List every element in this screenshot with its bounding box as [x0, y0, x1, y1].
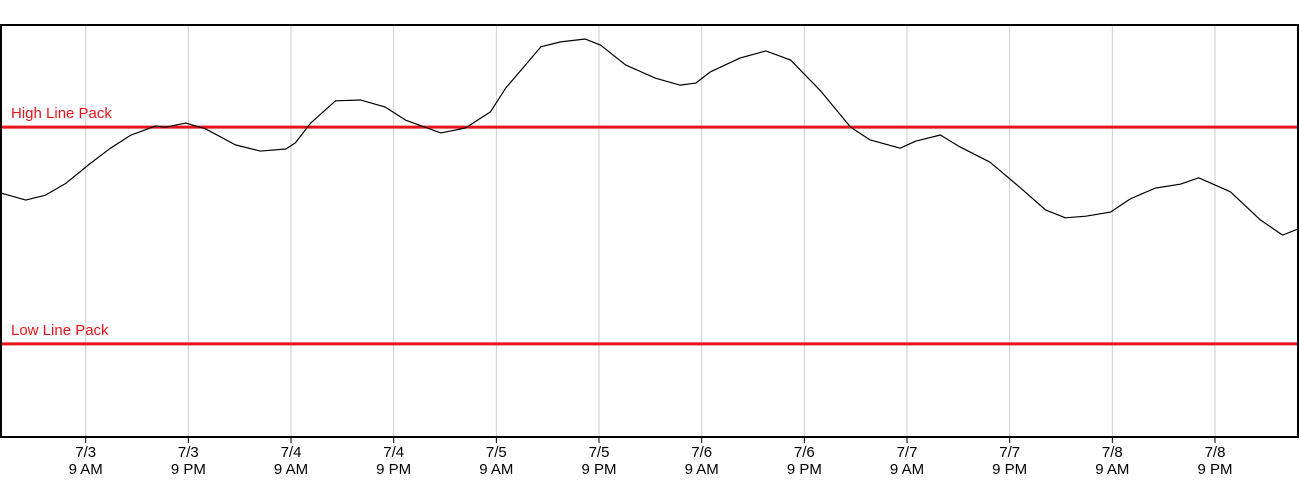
x-tick-label: 9 PM [1198, 461, 1233, 478]
x-tick-label: 7/7 [999, 444, 1020, 461]
x-tick-label: 9 PM [376, 461, 411, 478]
x-tick-label: 7/5 [486, 444, 507, 461]
x-tick-label: 7/8 [1102, 444, 1123, 461]
x-tick-label: 7/4 [383, 444, 404, 461]
x-tick-label: 7/6 [794, 444, 815, 461]
x-tick-label: 9 AM [890, 461, 924, 478]
x-tick-label: 9 PM [171, 461, 206, 478]
data-line [0, 38, 1299, 236]
x-tick-label: 7/3 [178, 444, 199, 461]
x-tick-label: 9 AM [274, 461, 308, 478]
x-tick-label: 9 AM [69, 461, 103, 478]
x-tick-label: 7/5 [589, 444, 610, 461]
x-tick-label: 9 PM [992, 461, 1027, 478]
plot-border [0, 24, 1299, 438]
x-tick-label: 7/8 [1205, 444, 1226, 461]
x-tick-label: 7/3 [75, 444, 96, 461]
x-tick-label: 9 AM [1095, 461, 1129, 478]
reference-label: Low Line Pack [11, 322, 109, 339]
x-tick-label: 9 PM [582, 461, 617, 478]
x-tick-label: 7/4 [281, 444, 302, 461]
x-tick-label: 9 PM [787, 461, 822, 478]
x-tick-label: 7/6 [691, 444, 712, 461]
x-tick-label: 7/7 [897, 444, 918, 461]
reference-label: High Line Pack [11, 105, 112, 122]
x-tick-label: 9 AM [685, 461, 719, 478]
x-tick-label: 9 AM [479, 461, 513, 478]
